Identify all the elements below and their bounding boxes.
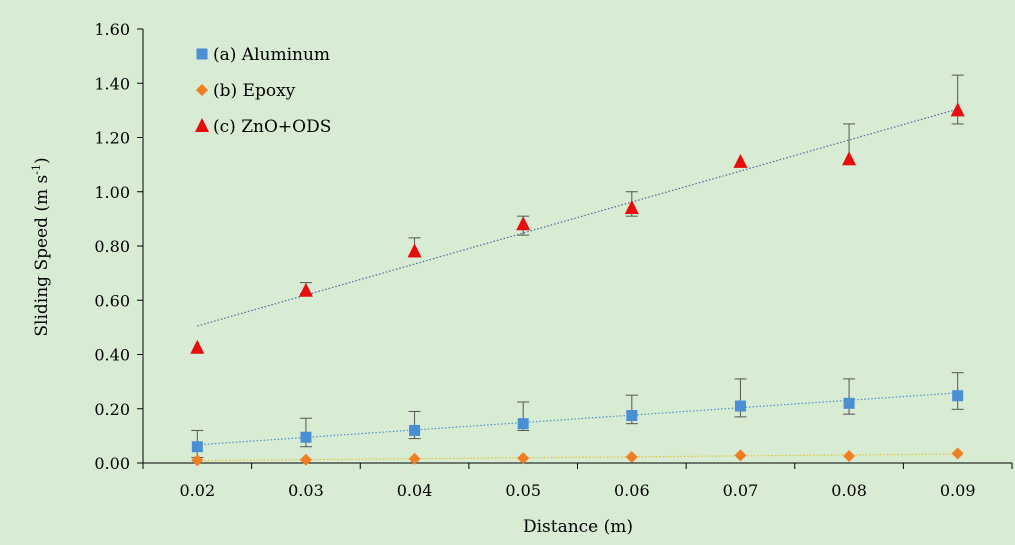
x-tick-label: 0.02 [180,481,216,500]
data-point-triangle [842,151,857,166]
axes: 0.00 0.20 0.40 0.60 0.80 1.00 1.20 1.40 1.60 0.02… [94,20,1013,500]
data-point-diamond [299,453,312,466]
legend-label: (a) Aluminum [213,45,330,65]
data-point-triangle [624,200,639,215]
data-point-diamond [191,454,204,467]
trendline-2 [197,108,958,327]
x-tick-label: 0.03 [288,481,324,500]
data-point-square [952,390,964,402]
x-axis-title: Distance (m) [523,517,633,537]
y-tick-label: 1.20 [94,129,130,148]
x-tick-label: 0.06 [614,481,650,500]
y-axis-title-tail: ) [32,157,52,164]
data-point-diamond [951,447,964,460]
data-point-triangle [298,282,313,297]
data-point-diamond [734,449,747,462]
data-point-square [734,400,746,412]
y-axis-title: Sliding Speed (m s-1) [30,157,52,336]
data-point-triangle [733,153,748,168]
legend-marker-diamond [196,84,208,96]
data-point-diamond [408,452,421,465]
x-tick-label: 0.09 [940,481,976,500]
x-tick-label: 0.08 [831,481,867,500]
x-tick-label: 0.04 [397,481,433,500]
x-tick-label: 0.05 [505,481,541,500]
data-point-diamond [517,452,530,465]
legend-marker-square [196,48,208,60]
legend-label: (b) Epoxy [213,81,296,101]
data-point-square [191,441,203,453]
data-point-triangle [516,216,531,231]
data-point-diamond [625,451,638,464]
data-point-square [409,424,421,436]
data-point-square [626,410,638,422]
trendline-0 [197,392,958,446]
data-point-square [517,418,529,430]
data-point-diamond [843,449,856,462]
y-tick-label: 1.60 [94,20,130,39]
y-tick-label: 1.00 [94,183,130,202]
y-tick-label: 0.80 [94,237,130,256]
data-point-triangle [190,339,205,354]
legend-marker-triangle [195,118,209,132]
data-point-square [843,397,855,409]
y-axis-title-main: Sliding Speed (m s [32,175,52,337]
data-markers [190,102,965,467]
y-tick-label: 0.00 [94,454,130,473]
y-tick-label: 0.20 [94,400,130,419]
legend: (a) Aluminum (b) Epoxy (c) ZnO+ODS [195,45,331,137]
data-point-triangle [950,102,965,117]
data-point-triangle [407,243,422,258]
y-tick-label: 0.60 [94,291,130,310]
y-tick-label: 0.40 [94,346,130,365]
y-axis-title-superscript: -1 [30,164,43,175]
y-tick-label: 1.40 [94,74,130,93]
trendlines [197,108,958,462]
data-point-square [300,431,312,443]
trendline-1 [197,453,958,462]
legend-label: (c) ZnO+ODS [213,117,331,137]
x-tick-label: 0.07 [723,481,759,500]
